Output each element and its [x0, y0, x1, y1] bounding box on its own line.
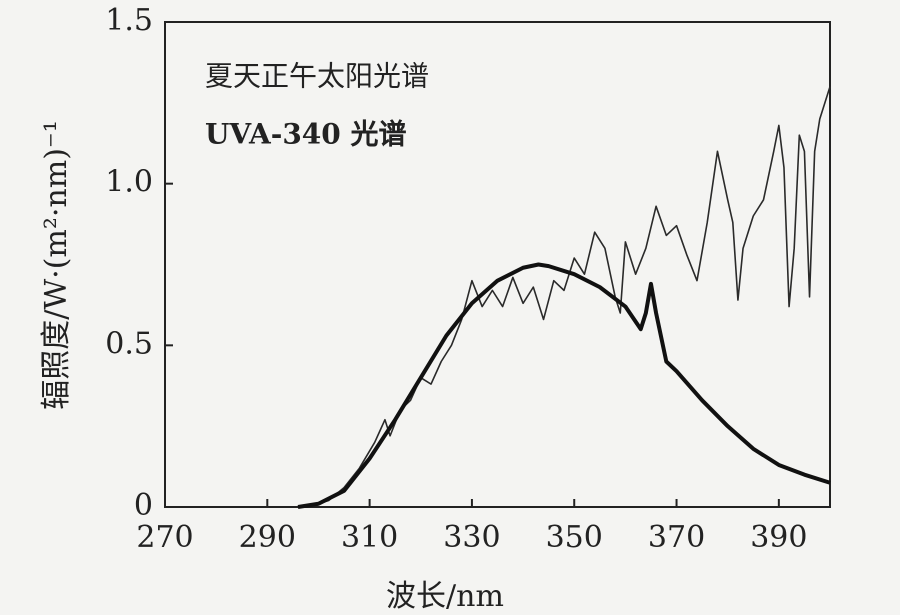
x-tick-label: 390 — [750, 520, 807, 555]
y-axis-label: 辐照度/W·(m²·nm)⁻¹ — [39, 120, 74, 410]
y-tick-label: 0 — [134, 488, 153, 523]
plot-frame — [164, 21, 831, 508]
y-tick-label: 1.5 — [105, 3, 153, 38]
x-tick-label: 310 — [341, 520, 398, 555]
series-line — [297, 262, 831, 509]
legend-label: 夏天正午太阳光谱 — [205, 60, 429, 93]
x-tick-label: 350 — [546, 520, 603, 555]
x-tick-label: 270 — [136, 520, 193, 555]
y-tick-label: 0.5 — [105, 326, 153, 361]
x-tick-label: 330 — [443, 520, 500, 555]
x-tick-label: 370 — [648, 520, 705, 555]
legend-label: UVA-340 光谱 — [205, 118, 407, 151]
x-axis-label: 波长/nm — [386, 579, 504, 614]
x-tick-label: 290 — [239, 520, 296, 555]
y-tick-label: 1.0 — [105, 165, 153, 200]
